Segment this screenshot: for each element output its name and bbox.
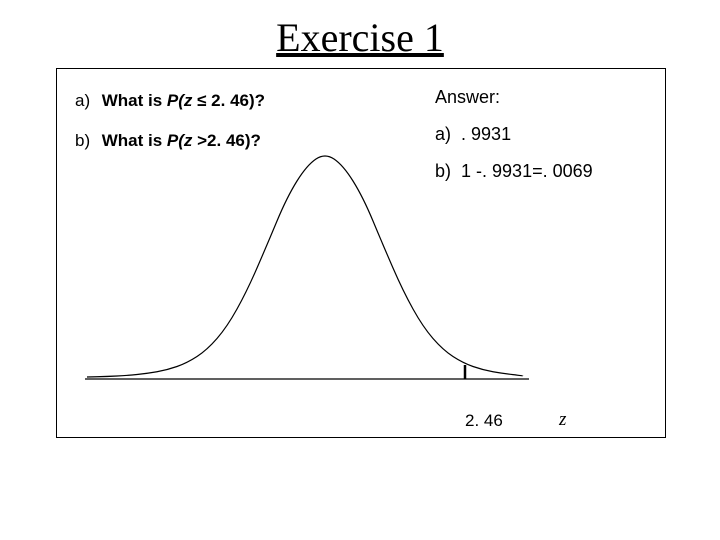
answer-a: a) . 9931 xyxy=(435,124,593,145)
question-a-label: a) xyxy=(75,91,97,111)
question-a: a) What is P(z ≤ 2. 46)? xyxy=(75,91,265,111)
answer-a-label: a) xyxy=(435,124,451,144)
page-title: Exercise 1 xyxy=(0,0,720,67)
question-b-label: b) xyxy=(75,131,97,151)
question-b-text: What is P(z >2. 46)? xyxy=(102,131,261,150)
question-b-cond: >2. 46)? xyxy=(192,131,261,150)
question-a-cond: ≤ 2. 46)? xyxy=(192,91,265,110)
answer-a-value: . 9931 xyxy=(461,124,511,144)
exercise-frame: a) What is P(z ≤ 2. 46)? b) What is P(z … xyxy=(56,68,666,438)
z-marker-label: 2. 46 xyxy=(465,411,503,431)
question-b: b) What is P(z >2. 46)? xyxy=(75,131,265,151)
question-a-text: What is P(z ≤ 2. 46)? xyxy=(102,91,265,110)
question-a-prefix: What is xyxy=(102,91,167,110)
answer-heading: Answer: xyxy=(435,87,593,108)
normal-curve-chart xyxy=(77,149,537,409)
normal-curve-svg xyxy=(77,149,537,409)
question-a-expr: P(z xyxy=(167,91,193,110)
question-b-expr: P(z xyxy=(167,131,193,150)
question-b-prefix: What is xyxy=(102,131,167,150)
z-axis-label: z xyxy=(559,409,566,431)
